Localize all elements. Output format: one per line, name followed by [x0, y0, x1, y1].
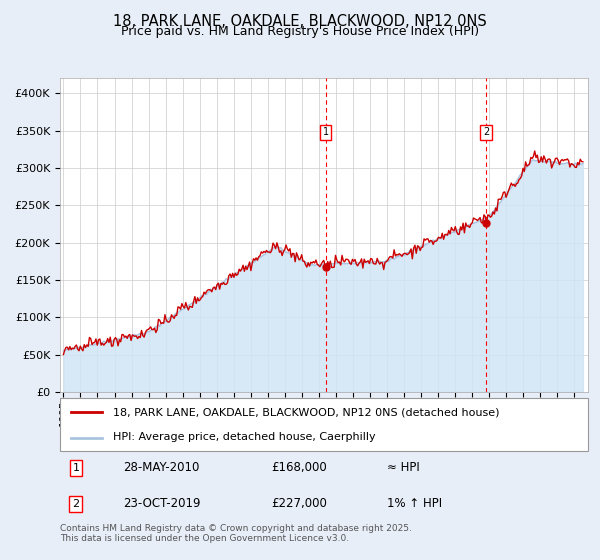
Text: HPI: Average price, detached house, Caerphilly: HPI: Average price, detached house, Caer…: [113, 432, 376, 442]
Text: 23-OCT-2019: 23-OCT-2019: [124, 497, 201, 510]
Text: 1: 1: [73, 463, 79, 473]
Text: ≈ HPI: ≈ HPI: [388, 461, 420, 474]
Text: £168,000: £168,000: [271, 461, 327, 474]
Text: Price paid vs. HM Land Registry's House Price Index (HPI): Price paid vs. HM Land Registry's House …: [121, 25, 479, 38]
FancyBboxPatch shape: [60, 398, 588, 451]
Text: 1% ↑ HPI: 1% ↑ HPI: [388, 497, 442, 510]
Text: £227,000: £227,000: [271, 497, 327, 510]
Text: 1: 1: [323, 127, 329, 137]
Text: 2: 2: [72, 499, 79, 509]
Text: Contains HM Land Registry data © Crown copyright and database right 2025.
This d: Contains HM Land Registry data © Crown c…: [60, 524, 412, 543]
Text: 2: 2: [483, 127, 489, 137]
Text: 18, PARK LANE, OAKDALE, BLACKWOOD, NP12 0NS (detached house): 18, PARK LANE, OAKDALE, BLACKWOOD, NP12 …: [113, 408, 499, 418]
Text: 18, PARK LANE, OAKDALE, BLACKWOOD, NP12 0NS: 18, PARK LANE, OAKDALE, BLACKWOOD, NP12 …: [113, 14, 487, 29]
Text: 28-MAY-2010: 28-MAY-2010: [124, 461, 200, 474]
